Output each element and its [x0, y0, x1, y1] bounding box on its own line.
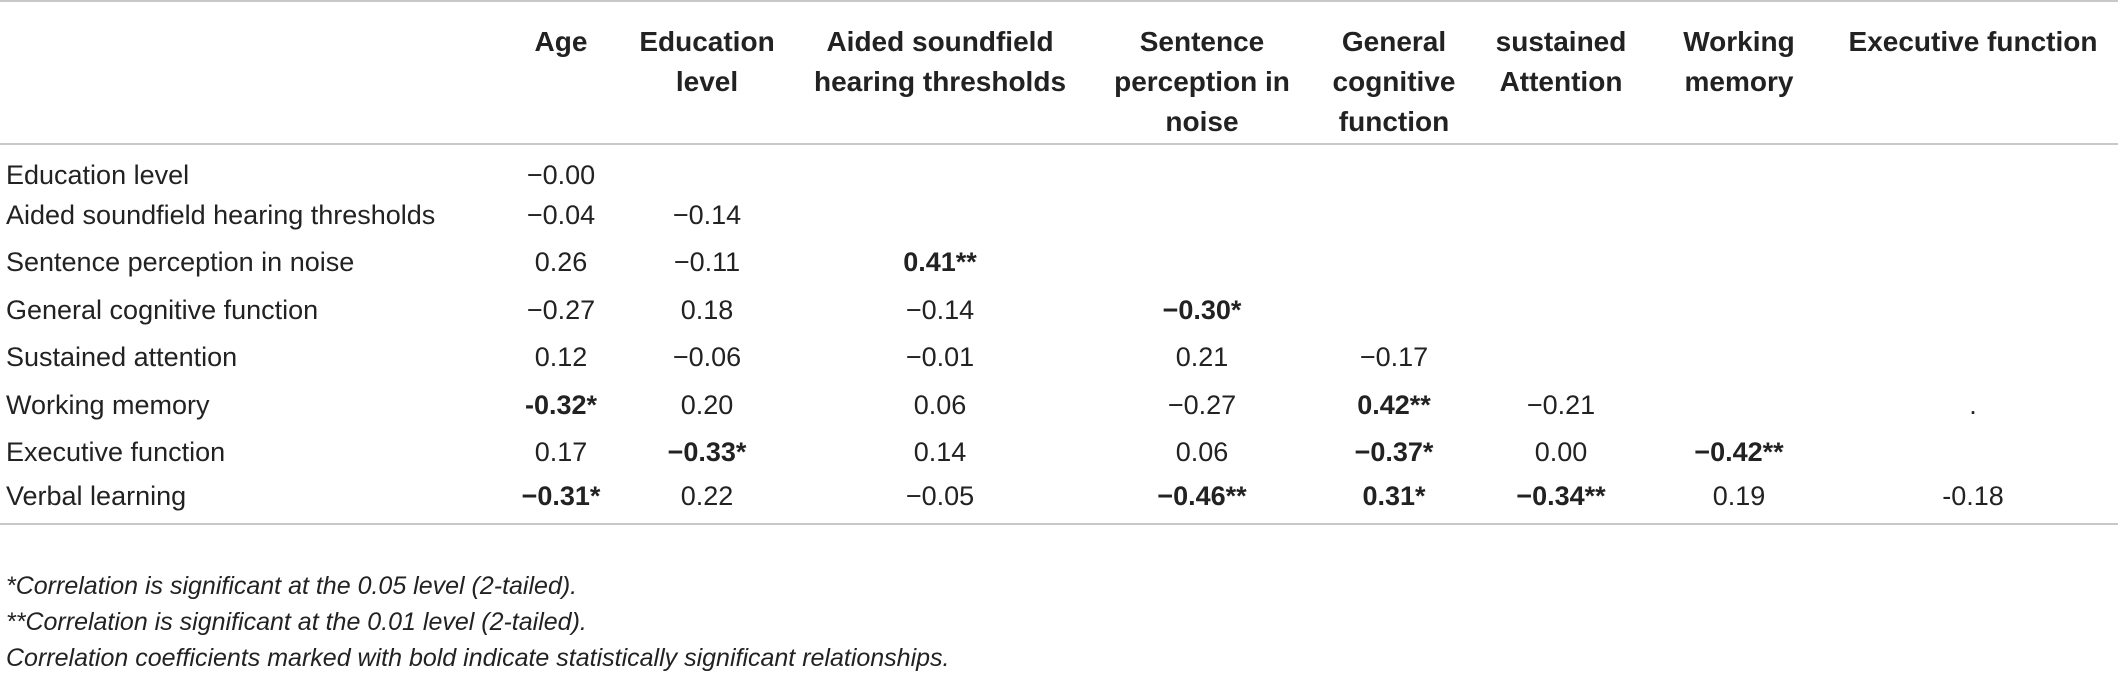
correlation-cell: [1650, 192, 1828, 240]
correlation-cell: [1650, 334, 1828, 382]
correlation-cell: 0.19: [1650, 476, 1828, 525]
correlation-cell: 0.06: [1175, 437, 1229, 468]
row-label: Sentence perception in noise: [6, 247, 355, 278]
correlation-cell: −0.04: [526, 199, 596, 230]
correlation-cell: 0.42**: [1357, 389, 1431, 420]
correlation-cell: 0.20: [680, 389, 734, 420]
correlation-cell: [1650, 239, 1828, 287]
table-row: Executive function 0.17 −0.33* 0.14 0.06 −0.3…: [0, 429, 2118, 477]
row-label: Executive function: [6, 437, 226, 468]
correlation-cell: [1088, 239, 1316, 287]
table-footnotes: *Correlation is significant at the 0.05 …: [6, 568, 950, 676]
footnote-p05: *Correlation is significant at the 0.05 …: [6, 572, 578, 600]
correlation-cell: −0.14: [672, 199, 742, 230]
correlation-cell: −0.46**: [1088, 476, 1316, 525]
column-header: sustained Attention: [1472, 0, 1650, 145]
column-header: Working memory: [1650, 0, 1828, 145]
column-header: General cognitive function: [1316, 0, 1472, 145]
correlation-cell: −0.21: [1526, 389, 1596, 420]
correlation-cell: −0.30*: [1162, 294, 1242, 325]
correlation-cell: [1316, 144, 1472, 192]
row-label: Working memory: [6, 389, 210, 420]
correlation-cell: [1088, 192, 1316, 240]
correlation-cell: [1828, 192, 2118, 240]
correlation-cell: [1828, 429, 2118, 477]
column-header: Executive function: [1828, 0, 2118, 145]
correlation-cell: .: [1969, 389, 1977, 420]
correlation-cell: 0.41**: [903, 247, 977, 278]
correlation-cell: [1650, 382, 1828, 430]
table-body: Education level −0.00 Aided soundfield hea…: [0, 144, 2118, 525]
correlation-cell: [1316, 192, 1472, 240]
correlation-cell: [1650, 287, 1828, 335]
correlation-cell: −0.17: [1359, 342, 1429, 373]
correlation-cell: [792, 192, 1088, 240]
correlation-cell: [1472, 287, 1650, 335]
correlation-cell: −0.37*: [1354, 437, 1434, 468]
correlation-cell: 0.21: [1175, 342, 1229, 373]
column-header: Sentence perception in noise: [1088, 0, 1316, 145]
column-header: Aided soundfield hearing thresholds: [792, 0, 1088, 145]
correlation-cell: 0.17: [534, 437, 588, 468]
correlation-cell: [1316, 239, 1472, 287]
row-label: Education level: [6, 159, 190, 190]
table-row: Working memory -0.32* 0.20 0.06 −0.27 0.42** −…: [0, 382, 2118, 430]
correlation-cell: 0.26: [534, 247, 588, 278]
table-row: Sustained attention 0.12 −0.06 −0.01 0.21 −0.…: [0, 334, 2118, 382]
table-row: Sentence perception in noise 0.26 −0.11 0.4…: [0, 239, 2118, 287]
table-row: General cognitive function −0.27 0.18 −0.14…: [0, 287, 2118, 335]
correlation-cell: −0.34**: [1472, 476, 1650, 525]
correlation-cell: −0.05: [792, 476, 1088, 525]
correlation-cell: [1472, 192, 1650, 240]
header-cell-empty: [0, 0, 500, 145]
table-row: Aided soundfield hearing thresholds −0.04…: [0, 192, 2118, 240]
table-row: Verbal learning −0.31* 0.22 −0.05 −0.46** 0.3…: [0, 476, 2118, 525]
correlation-cell: −0.27: [526, 294, 596, 325]
correlation-cell: 0.06: [913, 389, 967, 420]
column-header: Education level: [622, 0, 792, 145]
correlation-cell: 0.14: [913, 437, 967, 468]
correlation-cell: −0.14: [905, 294, 975, 325]
correlation-cell: [1316, 287, 1472, 335]
column-header: Age: [500, 0, 622, 145]
correlation-cell: 0.31*: [1316, 476, 1472, 525]
correlation-cell: [1828, 239, 2118, 287]
correlation-cell: [1088, 144, 1316, 192]
correlation-cell: 0.18: [680, 294, 734, 325]
correlation-cell: 0.22: [622, 476, 792, 525]
correlation-cell: −0.31*: [500, 476, 622, 525]
correlation-table: Age Education level Aided soundfield heari…: [0, 0, 2118, 525]
correlation-cell: −0.27: [1167, 389, 1237, 420]
correlation-cell: -0.32*: [524, 389, 598, 420]
correlation-cell: [1828, 334, 2118, 382]
correlation-cell: −0.11: [673, 247, 741, 278]
correlation-cell: [1650, 144, 1828, 192]
correlation-cell: −0.01: [905, 342, 975, 373]
correlation-cell: [622, 144, 792, 192]
header-row: Age Education level Aided soundfield heari…: [0, 0, 2118, 145]
row-label: Aided soundfield hearing thresholds: [6, 199, 436, 230]
correlation-cell: 0.12: [534, 342, 588, 373]
correlation-cell: 0.00: [1534, 437, 1588, 468]
correlation-cell: [1472, 144, 1650, 192]
footnote-p01: **Correlation is significant at the 0.01…: [6, 608, 587, 636]
correlation-cell: −0.06: [672, 342, 742, 373]
correlation-cell: −0.42**: [1694, 437, 1784, 468]
correlation-cell: −0.00: [526, 159, 596, 190]
row-label: Verbal learning: [0, 476, 500, 525]
correlation-cell: [1472, 334, 1650, 382]
correlation-cell: [1828, 287, 2118, 335]
row-label: Sustained attention: [6, 342, 238, 373]
correlation-cell: [1472, 239, 1650, 287]
correlation-cell: [1828, 144, 2118, 192]
row-label: General cognitive function: [6, 294, 319, 325]
correlation-cell: −0.33*: [667, 437, 747, 468]
correlation-cell: [792, 144, 1088, 192]
footnote-bold: Correlation coefficients marked with bol…: [6, 644, 950, 672]
correlation-table-container: Age Education level Aided soundfield heari…: [0, 0, 2118, 525]
correlation-cell: -0.18: [1828, 476, 2118, 525]
table-row: Education level −0.00: [0, 144, 2118, 192]
